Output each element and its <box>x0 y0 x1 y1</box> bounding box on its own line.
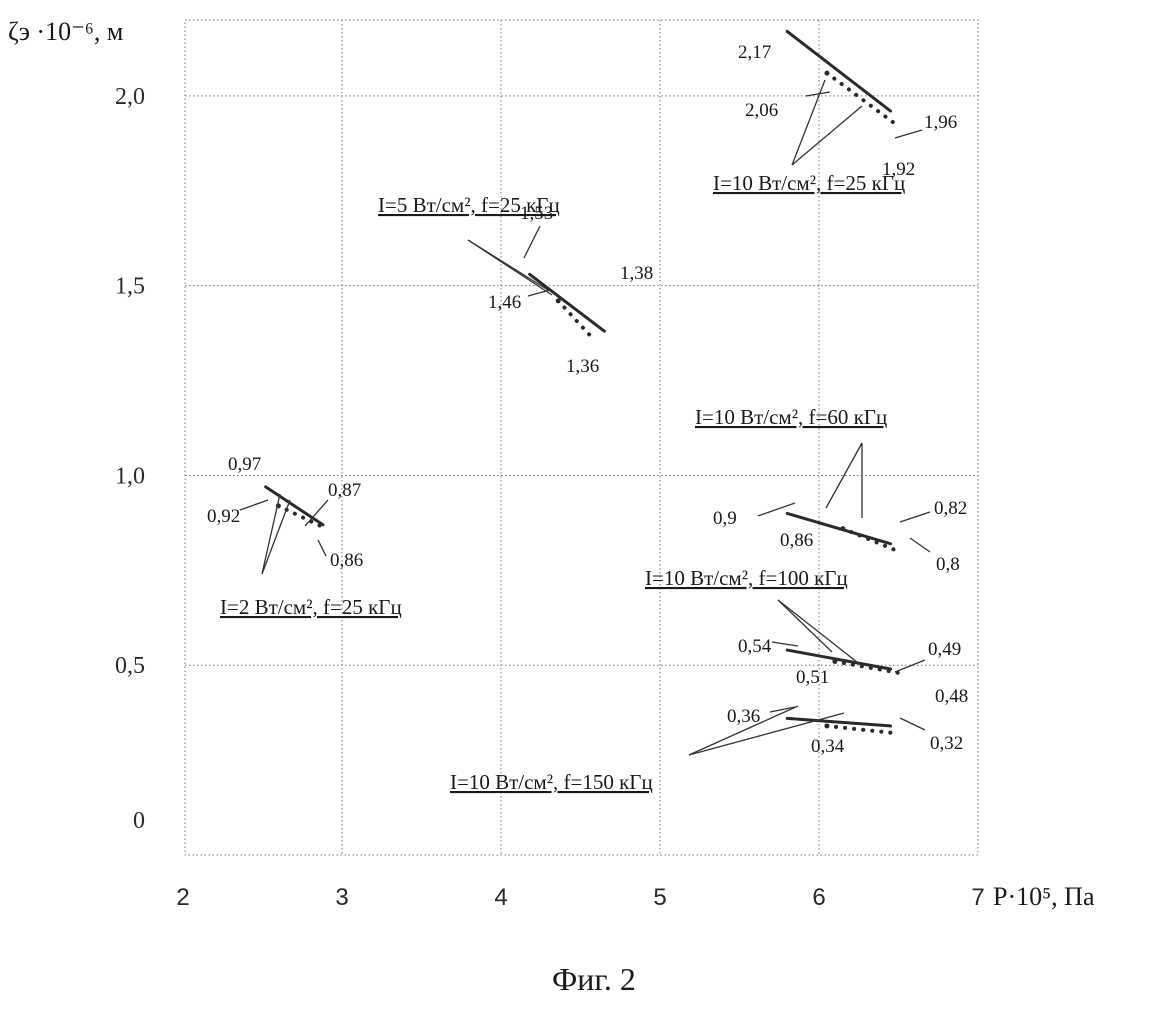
series-start-dot <box>824 70 830 76</box>
data-label: 0,82 <box>934 498 967 519</box>
series-start-dot <box>832 658 838 664</box>
data-label: 1,38 <box>620 263 653 284</box>
series-marks <box>264 29 901 736</box>
leader-line <box>825 442 863 509</box>
data-label: 0,49 <box>928 639 961 660</box>
series-solid-line <box>785 511 893 546</box>
leader-line <box>239 499 269 511</box>
group-annotation: I=10 Вт/см², f=25 кГц <box>713 171 905 195</box>
group-annotation: I=10 Вт/см², f=60 кГц <box>695 405 887 429</box>
data-label: 0,51 <box>796 667 829 688</box>
leader-line <box>317 539 327 557</box>
y-tick-labels: 0 0,5 1,0 1,5 2,0 <box>115 84 145 834</box>
leader-line <box>688 705 799 756</box>
data-label: 0,34 <box>811 736 845 757</box>
leader-line <box>899 511 931 523</box>
plot-area <box>184 19 979 856</box>
data-label: 0,87 <box>328 480 361 501</box>
data-label: 1,96 <box>924 112 957 133</box>
x-tick-label: 7 <box>971 884 984 911</box>
series-solid-line <box>528 272 606 333</box>
series-solid-line <box>785 648 893 671</box>
data-label: 0,54 <box>738 636 772 657</box>
leader-line <box>304 499 329 527</box>
leader-line <box>894 129 923 139</box>
y-tick-label: 2,0 <box>115 84 145 110</box>
leader-line <box>467 239 553 296</box>
data-label: 1,36 <box>566 356 599 377</box>
leader-line <box>899 717 926 731</box>
series-dotted-line <box>832 659 901 675</box>
series-dotted-line <box>556 298 596 341</box>
data-label: 0,92 <box>207 506 240 527</box>
series-dotted-line <box>824 71 901 129</box>
series-solid-line <box>785 29 893 113</box>
x-tick-labels: 2 3 4 5 6 7 <box>176 884 984 911</box>
data-label: 0,8 <box>936 554 960 575</box>
group-annotation: I=2 Вт/см², f=25 кГц <box>220 595 402 619</box>
data-label: 1,53 <box>520 203 553 224</box>
x-tick-label: 5 <box>653 884 666 911</box>
series-start-dot <box>840 526 846 532</box>
series-solid-line <box>264 485 325 527</box>
leader-line <box>805 91 831 97</box>
series-start-dot <box>824 723 830 729</box>
leader-line <box>261 499 291 575</box>
leader-line <box>688 712 845 756</box>
series-start-dot <box>555 298 561 304</box>
data-labels: 0,97 0,92 0,87 0,86 1,53 1,46 1,38 1,36 2,17 2,06… <box>207 42 968 757</box>
x-tick-label: 3 <box>335 884 348 911</box>
data-label: 1,92 <box>882 159 915 180</box>
group-annotation: I=10 Вт/см², f=100 кГц <box>645 566 848 590</box>
leader-line <box>777 599 863 667</box>
data-label: 0,86 <box>780 530 813 551</box>
leader-line <box>527 289 551 297</box>
x-tick-label: 4 <box>494 884 507 911</box>
data-label: 0,32 <box>930 733 963 754</box>
data-label: 0,48 <box>935 686 968 707</box>
y-axis-label: ζэ ·10⁻⁶, м <box>8 17 123 46</box>
x-axis-label: P·10⁵, Па <box>993 882 1095 911</box>
leader-line <box>909 537 931 553</box>
x-tick-label: 2 <box>176 884 189 911</box>
data-label: 0,97 <box>228 454 261 475</box>
leader-line <box>523 225 541 259</box>
group-annotation: I=10 Вт/см², f=150 кГц <box>450 770 653 794</box>
leader-line <box>757 502 796 517</box>
series-dotted-line <box>824 723 901 736</box>
leader-line <box>777 599 833 653</box>
y-tick-label: 1,0 <box>115 463 145 489</box>
series-solid-line <box>785 716 893 728</box>
leader-line <box>791 105 863 166</box>
data-label: 2,06 <box>745 100 778 121</box>
data-label: 1,46 <box>488 292 521 313</box>
y-tick-label: 1,5 <box>115 274 145 300</box>
annotations: I=2 Вт/см², f=25 кГц I=5 Вт/см², f=25 кГц… <box>220 171 905 794</box>
data-label: 0,86 <box>330 550 363 571</box>
leader-line <box>771 641 799 647</box>
series-dotted-line <box>840 526 901 554</box>
leader-line <box>791 79 826 166</box>
series-dotted-line <box>276 503 329 531</box>
figure-caption: Фиг. 2 <box>552 961 636 997</box>
data-label: 2,17 <box>738 42 771 63</box>
leader-line <box>261 493 281 575</box>
y-tick-label: 0,5 <box>115 653 145 679</box>
leader-line <box>894 659 926 673</box>
data-label: 0,9 <box>713 508 737 529</box>
data-label: 0,36 <box>727 706 760 727</box>
y-tick-label: 0 <box>133 808 145 834</box>
leader-line <box>769 706 796 713</box>
x-tick-label: 6 <box>812 884 825 911</box>
grid <box>185 20 978 855</box>
group-annotation: I=5 Вт/см², f=25 кГц <box>378 193 560 217</box>
leader-lines <box>239 79 931 756</box>
